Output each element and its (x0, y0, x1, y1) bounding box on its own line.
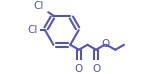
Text: Cl: Cl (34, 1, 44, 11)
Text: Cl: Cl (28, 25, 38, 35)
Text: O: O (75, 64, 83, 74)
Text: O: O (92, 64, 100, 74)
Text: O: O (101, 39, 109, 49)
